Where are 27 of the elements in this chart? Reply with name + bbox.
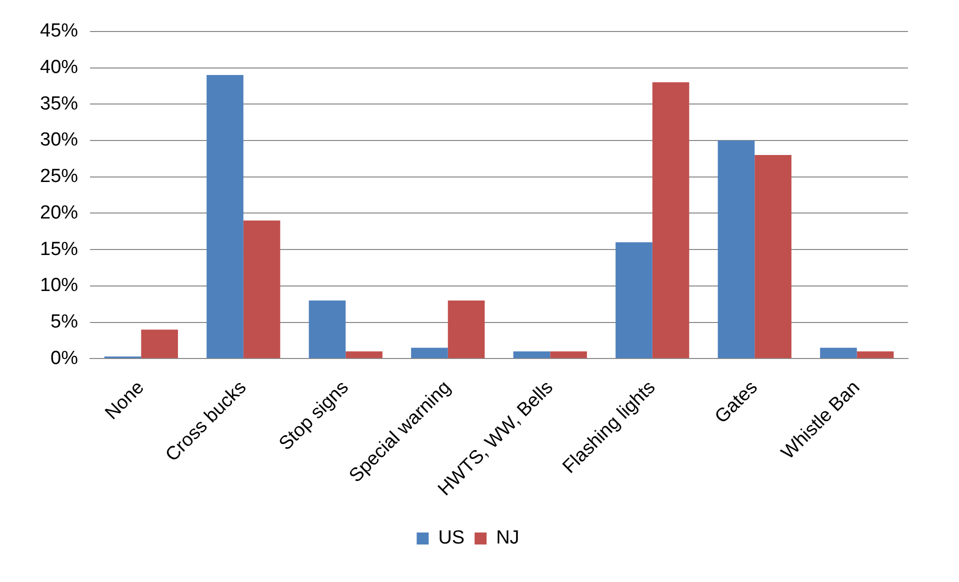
bar: [243, 220, 280, 358]
y-tick-label: 10%: [40, 275, 78, 296]
legend-label: NJ: [496, 528, 520, 549]
bar: [820, 348, 857, 358]
bar: [411, 348, 448, 358]
bar: [616, 242, 652, 358]
bar: [718, 140, 755, 358]
legend-label: US: [438, 528, 465, 549]
y-tick-label: 5%: [50, 312, 78, 333]
bar: [206, 75, 244, 358]
bar: [550, 351, 587, 358]
y-tick-label: 0%: [50, 348, 78, 369]
y-tick-label: 35%: [40, 93, 78, 114]
bar: [856, 351, 894, 358]
bar: [346, 351, 382, 358]
y-tick-label: 45%: [40, 20, 78, 42]
bar: [448, 300, 485, 358]
y-tick-label: 20%: [40, 202, 78, 224]
y-tick-label: 30%: [40, 130, 78, 151]
y-tick-label: 15%: [40, 238, 78, 260]
bar: [513, 351, 550, 358]
bar: [652, 82, 690, 358]
bar: [141, 330, 178, 358]
y-tick-label: 40%: [40, 56, 78, 78]
y-tick-label: 25%: [40, 166, 78, 188]
bar: [308, 300, 346, 358]
bar: [754, 155, 792, 358]
